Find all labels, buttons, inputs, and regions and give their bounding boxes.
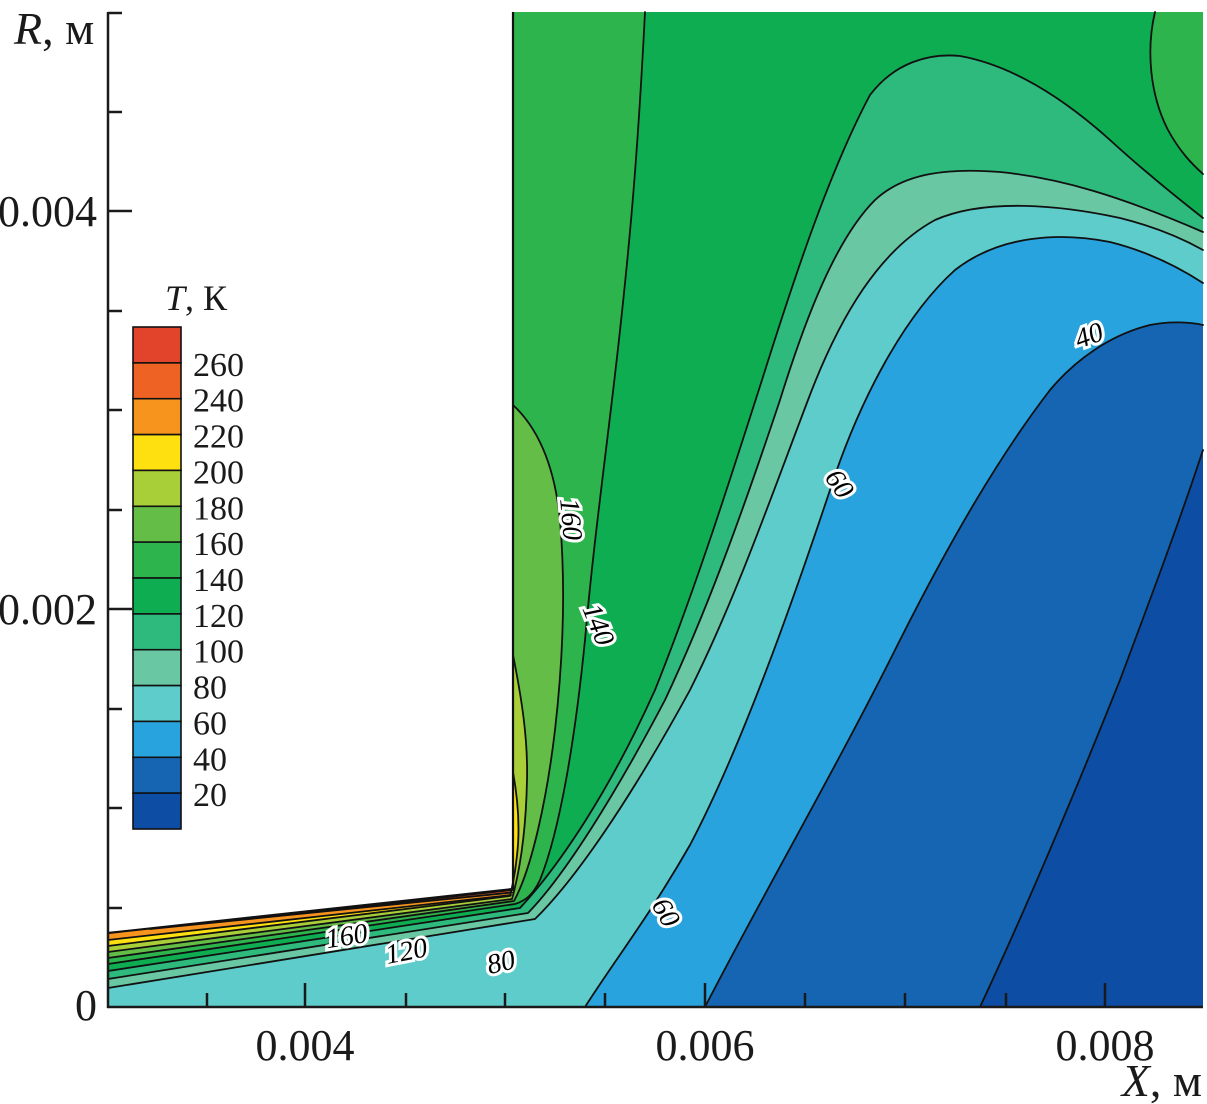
colorbar-segment-200-220 [132, 433, 182, 472]
y-axis-unit: , м [42, 3, 94, 54]
colorbar-label-260: 260 [193, 347, 244, 384]
colorbar-segment-40-60 [132, 720, 182, 759]
colorbar-label-160: 160 [193, 526, 244, 563]
colorbar-label-180: 180 [193, 490, 244, 527]
colorbar-segment-lt20 [132, 792, 182, 830]
contour-100 [107, 169, 1204, 980]
colorbar-label-20: 20 [193, 777, 227, 814]
colorbar-segment-160-180 [132, 505, 182, 543]
band-160-180 [108, 405, 564, 958]
colorbar-segment-80-100 [132, 648, 182, 687]
contour-120 [107, 54, 1204, 972]
domain-edge [107, 12, 515, 935]
colorbar-segment-gt260 [132, 326, 182, 364]
colorbar-label-140: 140 [193, 562, 244, 599]
y-tick-label-0004: 0.004 [0, 187, 97, 236]
colorbar-label-100: 100 [193, 634, 244, 671]
colorbar-segment-240-260 [132, 362, 182, 400]
contour-160 [107, 404, 565, 959]
x-ticks [205, 983, 1107, 1007]
colorbar-label-40: 40 [193, 741, 227, 778]
contour-40 [704, 321, 1204, 1008]
band-lt20 [980, 450, 1203, 1007]
x-tick-label-0008: 0.008 [1056, 1021, 1155, 1070]
contour-20 [979, 449, 1204, 1008]
contour-field: 160 140 60 40 160 120 80 60 [107, 11, 1204, 1008]
axes: 0.004 0.006 0.008 0 0.002 0.004 R, м X, … [0, 3, 1203, 1104]
contour-label-160: 160 [553, 497, 588, 542]
contour-80 [107, 204, 1204, 989]
colorbar-label-60: 60 [193, 705, 227, 742]
colorbar-label-220: 220 [193, 419, 244, 456]
y-tick-label-0002: 0.002 [0, 585, 97, 634]
x-axis-unit: , м [1150, 1055, 1202, 1104]
colorbar-segment-20-40 [132, 756, 182, 794]
contour-200 [107, 771, 520, 947]
x-tick-label-0004: 0.004 [256, 1021, 355, 1070]
contour-180 [107, 654, 529, 953]
colorbar-segment-140-160 [132, 541, 182, 579]
contour-240 [149, 891, 513, 930]
contour-lines [107, 11, 1204, 1008]
colorbar-segment-60-80 [132, 684, 182, 723]
colorbar-segment-100-120 [132, 613, 182, 651]
x-axis-title: X, м [1120, 1055, 1202, 1104]
colorbar-title: T, К [165, 278, 228, 318]
contour-label-160-strip: 160 [324, 918, 370, 955]
colorbar-segment-120-140 [132, 577, 182, 615]
y-axis-title: R, м [13, 3, 94, 54]
contour-60 [584, 236, 1204, 1008]
colorbar-label-120: 120 [193, 598, 244, 635]
x-axis-symbol: X [1120, 1055, 1152, 1104]
contour-140-pocket [1149, 11, 1204, 175]
y-axis-symbol: R [13, 3, 42, 54]
colorbar-segment-180-200 [132, 469, 182, 508]
y-tick-label-0: 0 [75, 981, 97, 1030]
contour-220 [107, 894, 512, 941]
y-ticks [108, 11, 132, 910]
band-pocket-140-160 [1150, 12, 1203, 174]
colorbar-segment-220-240 [132, 397, 182, 436]
colorbar-label-240: 240 [193, 383, 244, 420]
colorbar-label-200: 200 [193, 454, 244, 491]
colorbar-label-80: 80 [193, 670, 227, 707]
contour-140 [107, 11, 646, 965]
colorbar-segments [132, 326, 182, 830]
x-tick-label-0006: 0.006 [656, 1021, 755, 1070]
